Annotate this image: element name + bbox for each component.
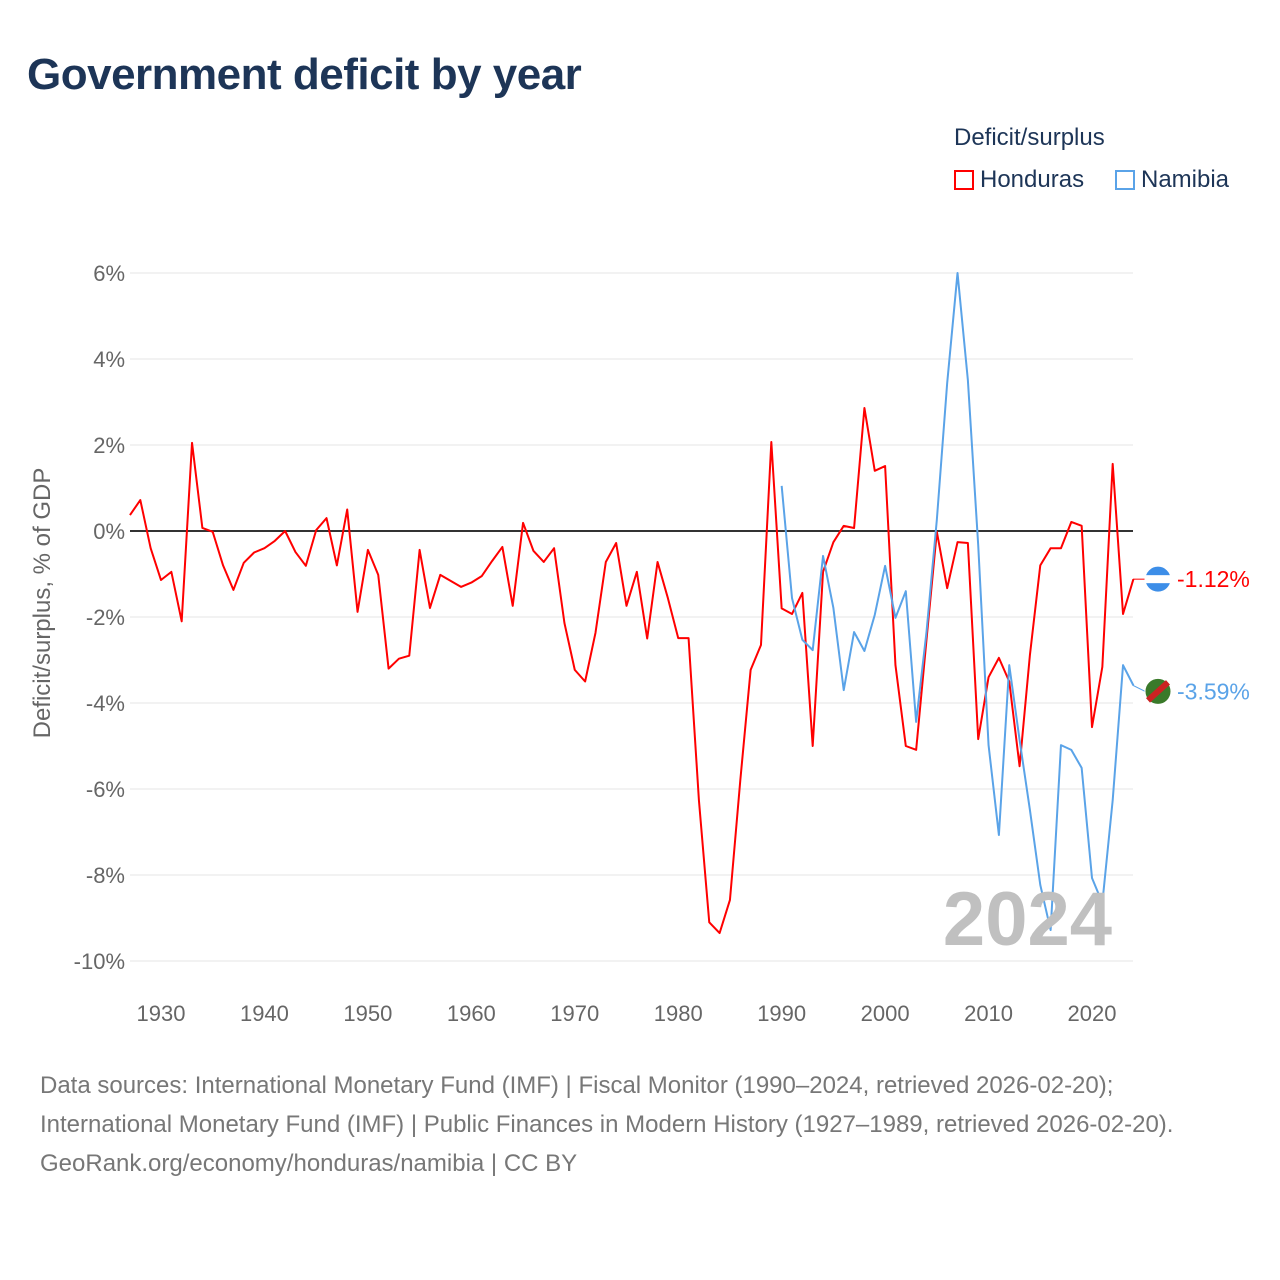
plot-area: 6% 4% 2% 0% -2% -4% -6% -8% -10% 1930 1940 1950 1960… <box>29 261 1250 1026</box>
legend-label: Namibia <box>1141 166 1230 193</box>
y-tick-label: -8% <box>86 863 125 888</box>
legend-swatch <box>1115 170 1135 190</box>
x-tick-label: 1930 <box>137 1001 186 1026</box>
y-tick-label: -6% <box>86 777 125 802</box>
y-tick-label: -2% <box>86 605 125 630</box>
legend-label: Honduras <box>980 166 1085 193</box>
y-tick-label: -10% <box>74 949 125 974</box>
legend-swatch <box>954 170 974 190</box>
x-tick-label: 1940 <box>240 1001 289 1026</box>
legend-title: Deficit/surplus <box>954 124 1105 151</box>
x-tick-label: 2010 <box>964 1001 1013 1026</box>
series-line-honduras[interactable] <box>129 407 1135 935</box>
flag-stripe <box>1145 575 1171 584</box>
x-tick-label: 1990 <box>757 1001 806 1026</box>
data-sources: Data sources: International Monetary Fun… <box>40 1072 1174 1138</box>
year-label: 2024 <box>943 877 1112 962</box>
x-tick-label: 2020 <box>1068 1001 1117 1026</box>
sources-footer: Data sources: International Monetary Fun… <box>40 1066 1240 1183</box>
y-tick-label: 4% <box>93 347 125 372</box>
x-tick-label: 1970 <box>550 1001 599 1026</box>
y-tick-label: 6% <box>93 261 125 286</box>
y-tick-label: -4% <box>86 691 125 716</box>
legend-item-namibia[interactable]: Namibia <box>1115 166 1229 194</box>
chart-title: Government deficit by year <box>27 50 582 99</box>
y-tick-label: 2% <box>93 433 125 458</box>
y-tick-label: 0% <box>93 519 125 544</box>
attribution-link[interactable]: GeoRank.org/economy/honduras/namibia | C… <box>40 1150 578 1177</box>
end-value-label: -3.59% <box>1177 678 1250 704</box>
x-tick-label: 1980 <box>654 1001 703 1026</box>
x-tick-label: 2000 <box>861 1001 910 1026</box>
end-value-label: -1.12% <box>1177 566 1250 592</box>
end-connector <box>1132 684 1146 692</box>
x-tick-label: 1960 <box>447 1001 496 1026</box>
x-tick-label: 1950 <box>343 1001 392 1026</box>
y-axis-label: Deficit/surplus, % of GDP <box>29 468 56 739</box>
legend-item-honduras[interactable]: Honduras <box>954 166 1084 194</box>
series-line-namibia[interactable] <box>780 272 1135 932</box>
flag-stripe <box>1145 680 1171 703</box>
